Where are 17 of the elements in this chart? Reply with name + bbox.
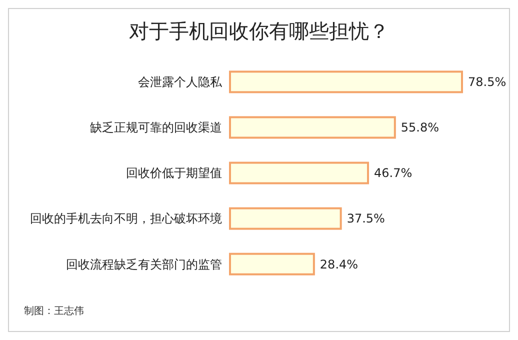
y-tick-label: 会泄露个人隐私 (138, 75, 223, 90)
data-label: 37.5% (346, 212, 385, 226)
bar (229, 207, 342, 230)
data-label: 78.5% (468, 75, 506, 90)
y-tick-label: 回收流程缺乏有关部门的监管 (66, 257, 222, 272)
bar (229, 252, 315, 276)
data-label: 46.7% (374, 166, 412, 180)
y-tick-label: 回收的手机去向不明，担心破坏环境 (30, 212, 222, 226)
chart-title: 对于手机回收你有哪些担忧？ (129, 19, 389, 43)
y-tick-label: 缺乏正规可靠的回收渠道 (90, 120, 222, 135)
bar (229, 162, 370, 184)
y-tick-label: 回收价低于期望值 (126, 166, 222, 180)
text: 制图：王志伟 (24, 305, 84, 317)
data-label: 55.8% (400, 120, 440, 135)
bar (229, 116, 396, 139)
data-label: 28.4% (320, 257, 358, 272)
bar (229, 70, 463, 94)
